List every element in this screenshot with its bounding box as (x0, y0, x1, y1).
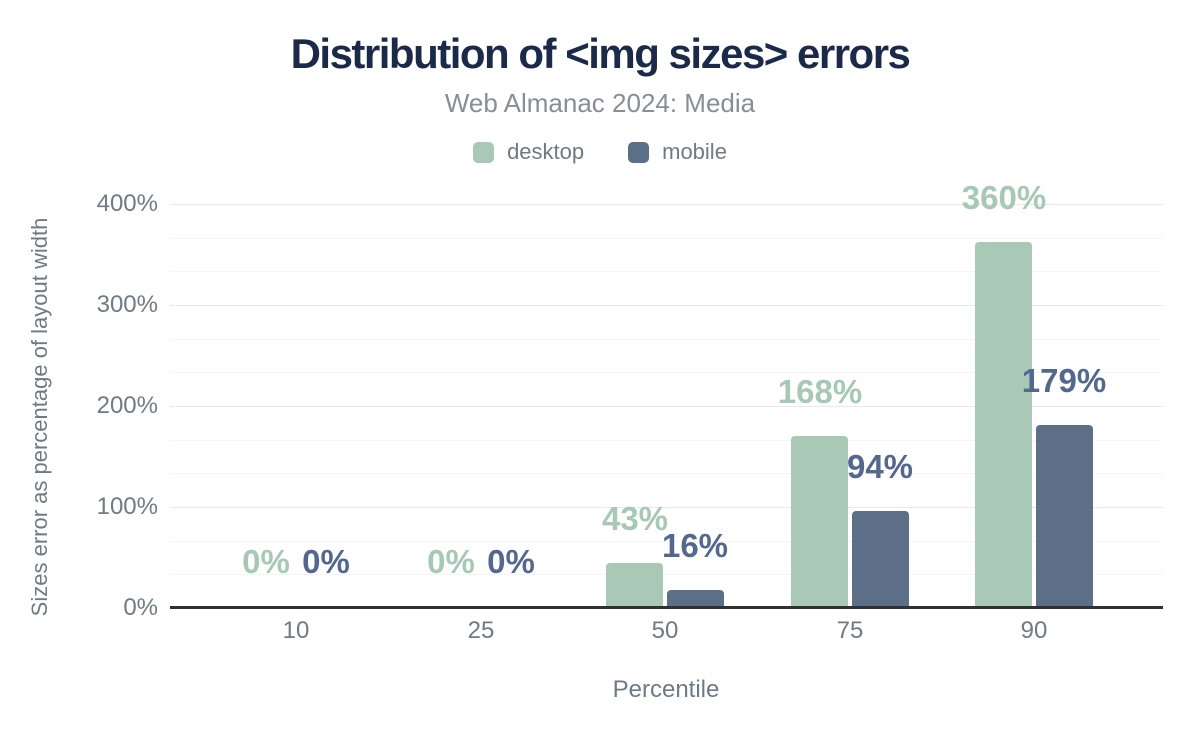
x-axis-line (170, 606, 1163, 609)
legend-item-desktop[interactable]: desktop (473, 139, 584, 165)
data-label-mobile-p10: 0% (302, 543, 350, 580)
legend-label-mobile: mobile (662, 139, 727, 164)
y-tick-100: 100% (96, 493, 158, 520)
legend-swatch-desktop-icon (473, 141, 495, 163)
bar-mobile-p50[interactable] (667, 590, 724, 606)
data-label-mobile-p90: 179% (1021, 362, 1107, 399)
x-tick-50: 50 (651, 617, 679, 644)
x-tick-25: 25 (467, 617, 495, 644)
data-label-desktop-p25: 0% (427, 543, 475, 580)
grid-line-minor-67 (170, 541, 1163, 542)
data-label-desktop-p10: 0% (242, 543, 290, 580)
y-tick-200: 200% (96, 392, 158, 419)
bar-desktop-p90[interactable] (975, 242, 1032, 606)
y-tick-300: 300% (96, 291, 158, 318)
x-tick-90: 90 (1020, 617, 1048, 644)
legend: desktop mobile (0, 139, 1200, 165)
bar-mobile-p90[interactable] (1036, 425, 1093, 606)
x-tick-75: 75 (836, 617, 864, 644)
y-tick-0: 0% (123, 594, 158, 621)
grid-line-minor-167 (170, 440, 1163, 441)
grid-line-major-100 (170, 507, 1163, 508)
data-label-desktop-p75: 168% (777, 373, 863, 410)
grid-line-minor-233 (170, 372, 1163, 373)
bar-mobile-p75[interactable] (852, 511, 909, 606)
grid-line-minor-333 (170, 271, 1163, 272)
x-axis-title: Percentile (612, 676, 720, 703)
grid-line-minor-267 (170, 339, 1163, 340)
data-label-desktop-p90: 360% (961, 179, 1047, 216)
bar-desktop-p75[interactable] (791, 436, 848, 606)
grid-line-minor-367 (170, 238, 1163, 239)
grid-line-major-200 (170, 406, 1163, 407)
grid-line-minor-133 (170, 473, 1163, 474)
grid-line-minor-33 (170, 574, 1163, 575)
chart-title: Distribution of <img sizes> errors (290, 30, 911, 77)
x-tick-10: 10 (282, 617, 310, 644)
legend-swatch-mobile-icon (628, 141, 650, 163)
data-label-mobile-p25: 0% (487, 543, 535, 580)
data-label-mobile-p50: 16% (661, 527, 729, 564)
chart-subtitle: Web Almanac 2024: Media (444, 88, 756, 118)
grid-line-major-300 (170, 305, 1163, 306)
bar-desktop-p50[interactable] (606, 563, 663, 606)
y-tick-400: 400% (96, 190, 158, 217)
grid-line-major-400 (170, 204, 1163, 205)
data-label-mobile-p75: 94% (846, 448, 914, 485)
legend-item-mobile[interactable]: mobile (628, 139, 727, 165)
data-label-desktop-p50: 43% (601, 500, 669, 537)
legend-label-desktop: desktop (507, 139, 585, 164)
